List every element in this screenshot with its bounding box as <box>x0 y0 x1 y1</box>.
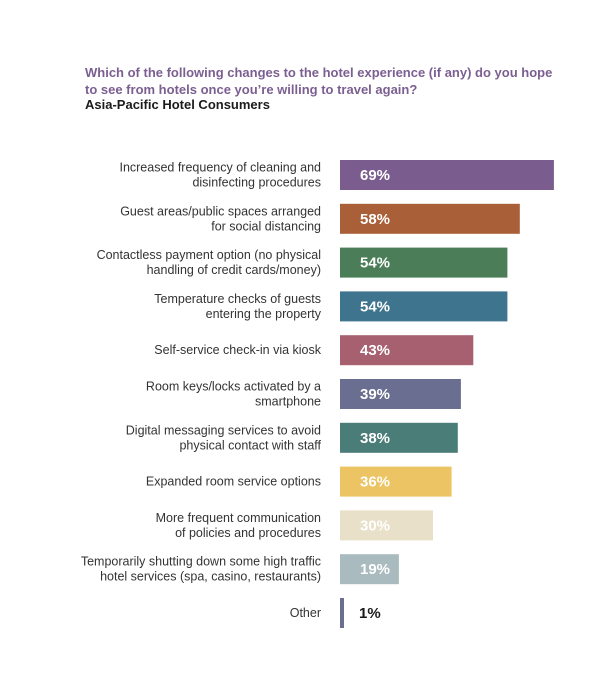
category-label: Increased frequency of cleaning and <box>119 161 321 175</box>
category-label: disinfecting procedures <box>192 176 321 190</box>
category-label: entering the property <box>206 307 322 321</box>
bar-value-label: 69% <box>360 167 390 184</box>
bar <box>340 203 520 234</box>
bar-value-label: 58% <box>360 211 390 228</box>
category-label: Guest areas/public spaces arranged <box>120 204 321 218</box>
bar-value-label: 43% <box>360 342 390 359</box>
category-label: smartphone <box>255 395 321 409</box>
category-label: physical contact with staff <box>179 438 321 452</box>
category-label: Room keys/locks activated by a <box>146 380 321 394</box>
category-label: Digital messaging services to avoid <box>126 423 321 437</box>
bar-value-label: 30% <box>360 517 390 534</box>
bar <box>340 510 433 541</box>
bar-value-label: 39% <box>360 386 390 403</box>
category-label: More frequent communication <box>156 511 321 525</box>
bar <box>340 291 508 322</box>
chart-title: Which of the following changes to the ho… <box>85 65 553 97</box>
bar-value-label: 1% <box>359 605 381 622</box>
category-label: hotel services (spa, casino, restaurants… <box>100 570 321 584</box>
bar <box>340 247 508 278</box>
bar-value-label: 19% <box>360 561 390 578</box>
bar <box>340 379 461 409</box>
category-label: of policies and procedures <box>175 526 321 540</box>
chart-subtitle: Asia-Pacific Hotel Consumers <box>85 97 270 112</box>
bar <box>340 598 344 628</box>
category-label: Temporarily shutting down some high traf… <box>81 555 321 569</box>
bar <box>340 335 474 366</box>
bar-value-label: 54% <box>360 298 390 315</box>
bar-value-label: 38% <box>360 430 390 447</box>
bar <box>340 466 452 497</box>
category-label: Other <box>290 606 321 620</box>
bar-value-label: 36% <box>360 474 390 491</box>
category-label: Self-service check-in via kiosk <box>154 343 321 357</box>
category-label: Temperature checks of guests <box>154 292 321 306</box>
bar <box>340 160 554 190</box>
bar <box>340 422 458 453</box>
category-label: handling of credit cards/money) <box>147 263 321 277</box>
category-label: for social distancing <box>211 219 321 233</box>
bar-value-label: 54% <box>360 255 390 272</box>
category-label: Expanded room service options <box>146 475 321 489</box>
bar <box>340 554 399 585</box>
category-label: Contactless payment option (no physical <box>97 248 321 262</box>
